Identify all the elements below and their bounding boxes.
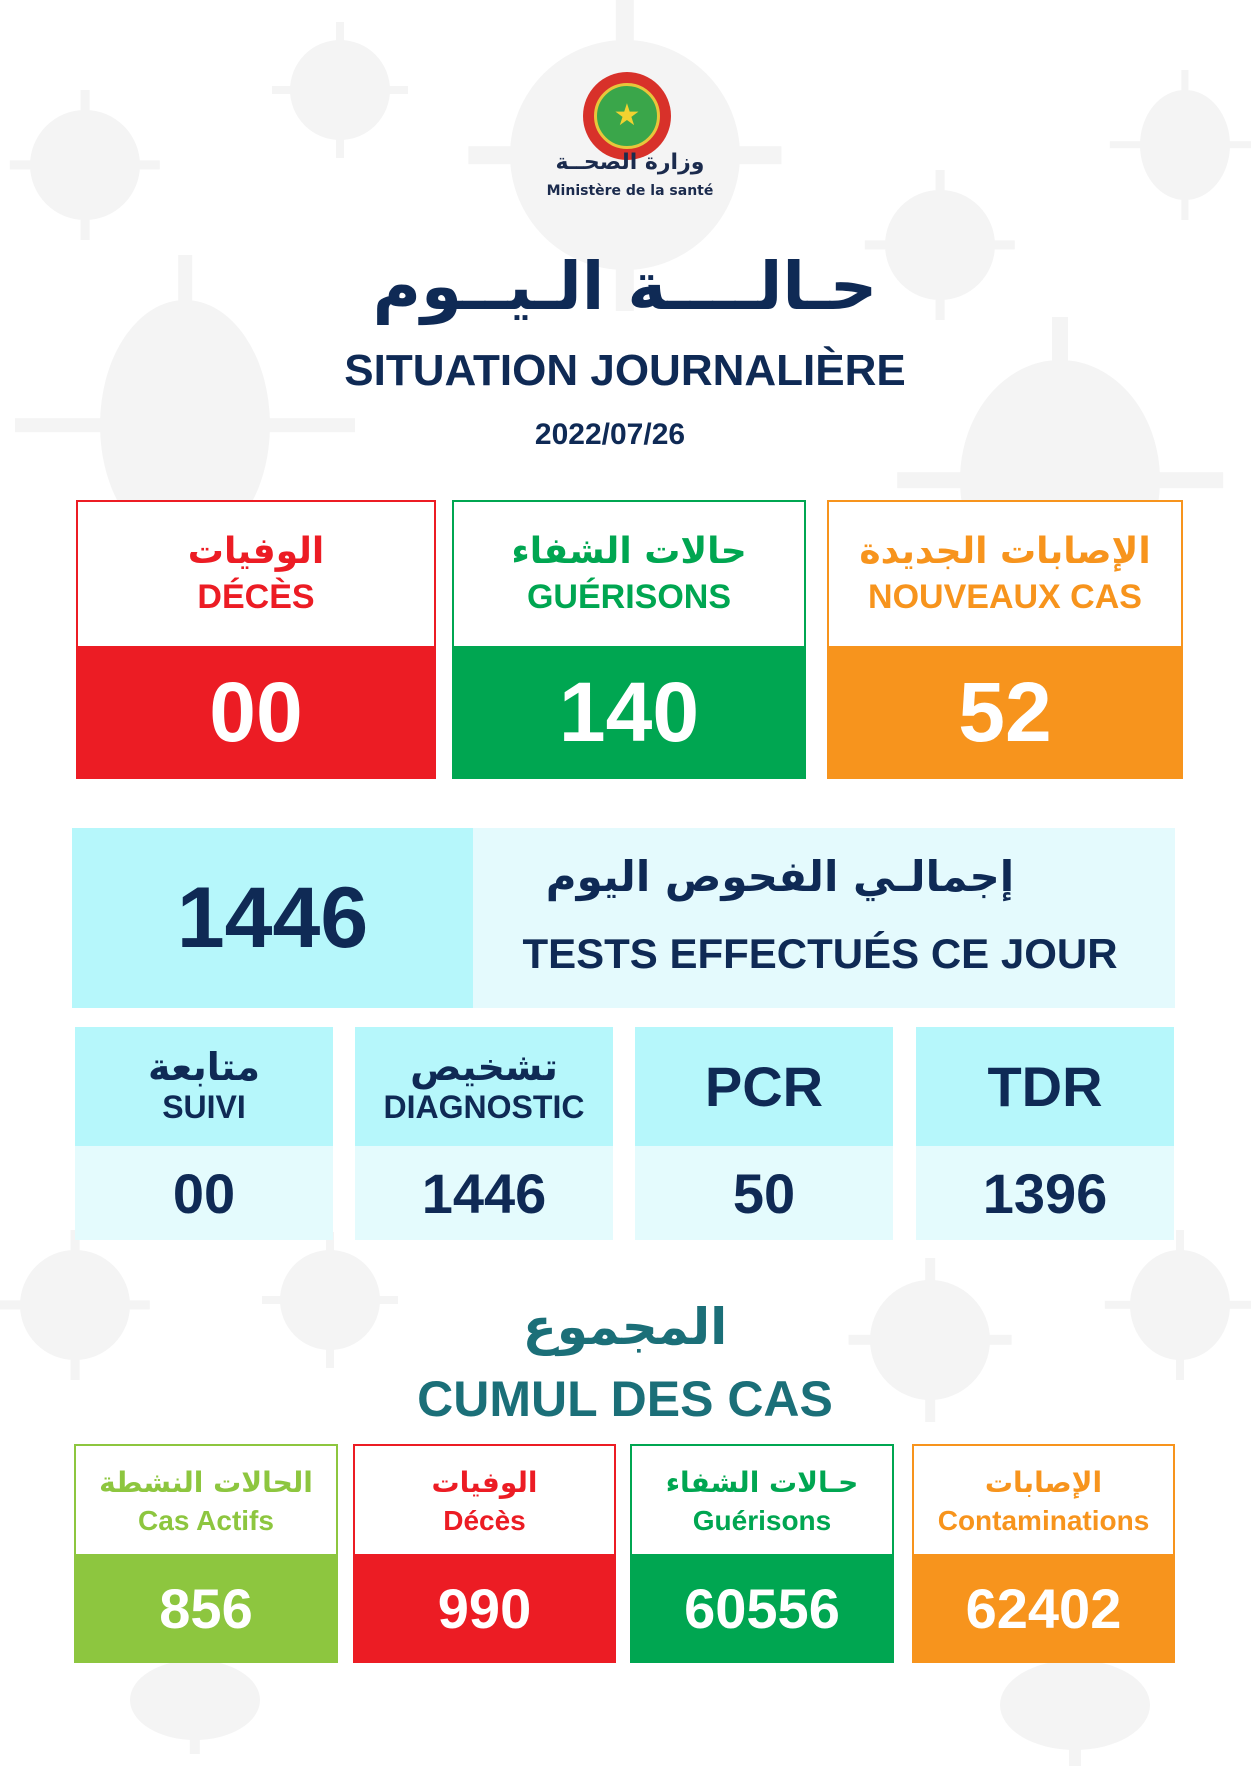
- virus-background-icon: [1000, 1660, 1150, 1750]
- virus-background-icon: [280, 1250, 380, 1350]
- box-header: متابعة SUIVI: [75, 1027, 333, 1146]
- virus-background-icon: [1130, 1250, 1230, 1360]
- emblem-inner: ★: [594, 83, 660, 149]
- tests-tdr-box: TDR 1396: [916, 1027, 1174, 1240]
- tests-total-value: 1446: [72, 828, 473, 1008]
- box-label-fr: SUIVI: [162, 1088, 246, 1125]
- virus-background-icon: [290, 40, 390, 140]
- virus-background-icon: [885, 190, 995, 300]
- tests-diagnostic-box: تشخيص DIAGNOSTIC 1446: [355, 1027, 613, 1240]
- box-label-fr: DIAGNOSTIC: [383, 1088, 585, 1125]
- daily-deaths-card: الوفيات DÉCÈS 00: [76, 500, 436, 779]
- card-value: 62402: [912, 1554, 1175, 1663]
- card-label-ar: الإصابات: [984, 1465, 1103, 1499]
- virus-background-icon: [20, 1250, 130, 1360]
- ministry-name-fr: Ministère de la santé: [546, 183, 714, 199]
- virus-background-icon: [1140, 90, 1230, 200]
- box-label: PCR: [704, 1055, 824, 1118]
- box-label-ar: تشخيص: [410, 1045, 558, 1090]
- card-label-fr: Cas Actifs: [138, 1504, 274, 1536]
- box-label-ar: متابعة: [147, 1045, 261, 1090]
- daily-recoveries-card: حالات الشفاء GUÉRISONS 140: [452, 500, 806, 779]
- cumul-contaminations-card: الإصابات Contaminations 62402: [912, 1444, 1175, 1663]
- box-value: 00: [75, 1146, 333, 1240]
- card-label-fr: Guérisons: [692, 1504, 832, 1536]
- box-header: PCR: [635, 1027, 893, 1146]
- card-header: الوفيات DÉCÈS: [78, 502, 434, 646]
- tests-label-ar: إجمالـي الفحوص اليوم: [545, 852, 1015, 901]
- daily-new-cases-card: الإصابات الجديدة NOUVEAUX CAS 52: [827, 500, 1183, 779]
- card-value: 52: [827, 646, 1183, 779]
- virus-background-icon: [30, 110, 140, 220]
- card-value: 60556: [630, 1554, 894, 1663]
- cumul-recoveries-card: حـالات الشفاء Guérisons 60556: [630, 1444, 894, 1663]
- box-header: TDR: [916, 1027, 1174, 1146]
- page-title-fr: SITUATION JOURNALIÈRE: [344, 346, 906, 395]
- cumul-active-card: الحالات النشطة Cas Actifs 856: [74, 1444, 338, 1663]
- card-label-ar: الحالات النشطة: [99, 1465, 313, 1499]
- card-label-fr: GUÉRISONS: [526, 578, 732, 616]
- card-label-fr: DÉCÈS: [197, 578, 315, 616]
- card-label-fr: Décès: [443, 1504, 526, 1536]
- ministry-emblem-logo: ★: [583, 72, 671, 160]
- card-label-fr: NOUVEAUX CAS: [868, 578, 1142, 616]
- card-label-ar: الإصابات الجديدة: [859, 531, 1151, 572]
- cumul-title-fr: CUMUL DES CAS: [417, 1371, 833, 1427]
- box-value: 1446: [355, 1146, 613, 1240]
- box-header: تشخيص DIAGNOSTIC: [355, 1027, 613, 1146]
- report-date: 2022/07/26: [534, 418, 686, 451]
- virus-background-icon: [870, 1280, 990, 1400]
- card-header: الإصابات الجديدة NOUVEAUX CAS: [829, 502, 1181, 646]
- page-title-ar: حـالــــة الـيــوم: [372, 248, 878, 325]
- tests-pcr-box: PCR 50: [635, 1027, 893, 1240]
- card-header: حالات الشفاء GUÉRISONS: [454, 502, 804, 646]
- card-label-ar: حالات الشفاء: [511, 531, 747, 572]
- tests-followup-box: متابعة SUIVI 00: [75, 1027, 333, 1240]
- card-value: 856: [74, 1554, 338, 1663]
- card-header: حـالات الشفاء Guérisons: [632, 1446, 892, 1556]
- box-value: 1396: [916, 1146, 1174, 1240]
- virus-background-icon: [130, 1660, 260, 1740]
- cumul-title-ar: المجموع: [522, 1298, 728, 1356]
- ministry-name-ar: وزارة الصحــة: [555, 150, 705, 175]
- tests-label-fr: TESTS EFFECTUÉS CE JOUR: [522, 930, 1118, 977]
- card-label-fr: Contaminations: [937, 1504, 1150, 1536]
- card-value: 140: [452, 646, 806, 779]
- card-value: 990: [353, 1554, 616, 1663]
- card-label-ar: حـالات الشفاء: [665, 1465, 859, 1499]
- star-icon: ★: [613, 98, 641, 133]
- card-value: 00: [76, 646, 436, 779]
- box-value: 50: [635, 1146, 893, 1240]
- card-header: الإصابات Contaminations: [914, 1446, 1173, 1556]
- cumul-deaths-card: الوفيات Décès 990: [353, 1444, 616, 1663]
- box-label: TDR: [987, 1055, 1103, 1118]
- card-label-ar: الوفيات: [431, 1465, 538, 1499]
- card-header: الوفيات Décès: [355, 1446, 614, 1556]
- card-label-ar: الوفيات: [187, 531, 325, 572]
- card-header: الحالات النشطة Cas Actifs: [76, 1446, 336, 1556]
